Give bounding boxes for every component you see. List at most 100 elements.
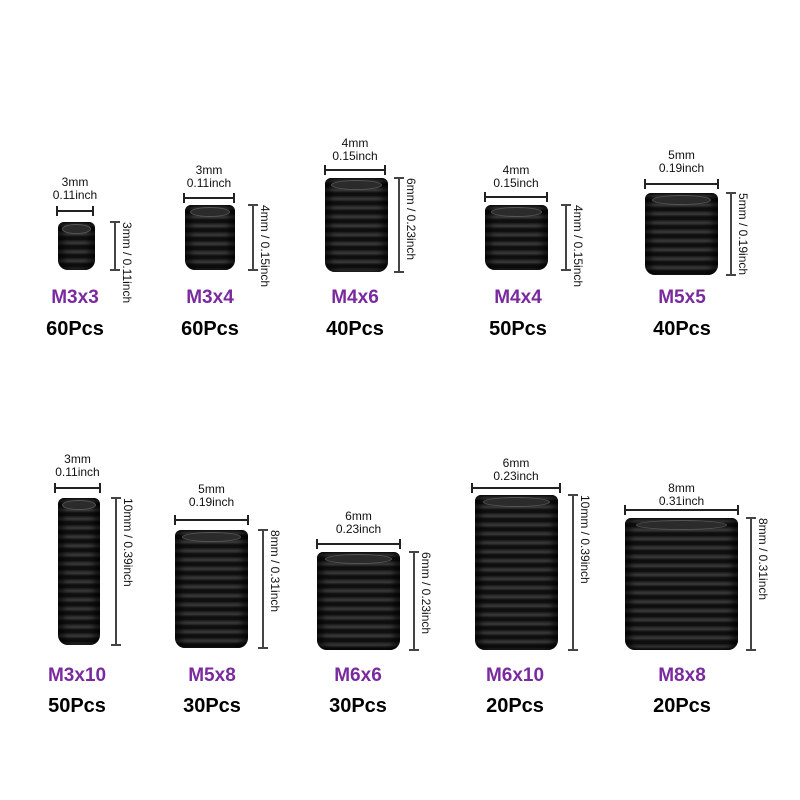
width-inch: 0.19inch: [658, 161, 705, 175]
piece-count: 20Pcs: [486, 695, 544, 717]
hex-socket-icon: [491, 207, 542, 217]
length-label: 6mm / 0.23inch: [419, 552, 433, 635]
piece-count: 30Pcs: [183, 695, 241, 717]
width-label: 3mm 0.11inch: [25, 176, 125, 202]
set-screw-image: [325, 178, 388, 272]
size-name: M3x4: [186, 287, 234, 308]
width-dimension-line: [624, 505, 739, 515]
set-screw-image: [475, 495, 558, 650]
width-dimension-line: [183, 193, 235, 203]
size-name: M6x6: [334, 665, 382, 686]
width-inch: 0.31inch: [658, 494, 705, 508]
width-mm: 6mm: [502, 456, 530, 470]
width-inch: 0.11inch: [55, 465, 100, 479]
length-dimension-line: [726, 192, 736, 276]
length-dimension-line: [394, 177, 404, 273]
hex-socket-icon: [190, 207, 230, 217]
hex-socket-icon: [331, 180, 382, 190]
hex-socket-icon: [61, 224, 92, 234]
set-screw-image: [175, 530, 248, 648]
width-mm: 3mm: [61, 175, 89, 189]
width-inch: 0.23inch: [335, 522, 382, 536]
size-name: M4x6: [331, 287, 379, 308]
width-dimension-line: [56, 206, 94, 216]
size-name: M8x8: [658, 665, 706, 686]
hex-socket-icon: [182, 532, 241, 542]
set-screw-image: [58, 498, 100, 645]
length-label: 8mm / 0.31inch: [268, 530, 282, 613]
width-mm: 5mm: [198, 482, 225, 496]
set-screw-image: [317, 552, 400, 650]
width-dimension-line: [644, 179, 719, 189]
length-label: 10mm / 0.39inch: [578, 495, 592, 584]
width-dimension-line: [174, 515, 249, 525]
length-label: 10mm / 0.39inch: [121, 498, 135, 587]
hex-socket-icon: [636, 520, 727, 530]
length-dimension-line: [409, 551, 419, 651]
size-name: M3x10: [47, 665, 107, 686]
piece-count: 20Pcs: [653, 695, 711, 717]
width-label: 4mm 0.15inch: [305, 137, 405, 163]
length-dimension-line: [568, 494, 578, 651]
width-dimension-line: [316, 539, 401, 549]
width-inch: 0.15inch: [332, 149, 378, 163]
width-label: 5mm 0.19inch: [632, 149, 732, 175]
width-mm: 3mm: [195, 163, 223, 177]
width-inch: 0.15inch: [493, 176, 539, 190]
width-dimension-line: [484, 192, 548, 202]
width-dimension-line: [324, 165, 386, 175]
width-mm: 6mm: [345, 509, 372, 523]
piece-count: 40Pcs: [653, 318, 711, 340]
width-inch: 0.11inch: [186, 176, 232, 190]
set-screw-image: [185, 205, 235, 270]
width-label: 6mm 0.23inch: [466, 457, 566, 483]
set-screw-image: [485, 205, 548, 270]
width-mm: 3mm: [64, 452, 91, 466]
length-dimension-line: [746, 517, 756, 651]
width-inch: 0.19inch: [188, 495, 235, 509]
width-label: 8mm 0.31inch: [632, 482, 732, 508]
width-label: 4mm 0.15inch: [466, 164, 566, 190]
piece-count: 50Pcs: [489, 318, 547, 340]
size-name: M4x4: [494, 287, 542, 308]
length-label: 5mm / 0.19inch: [736, 193, 750, 276]
length-label: 6mm / 0.23inch: [404, 178, 418, 261]
size-name: M5x5: [658, 287, 706, 308]
length-label: 4mm / 0.15inch: [258, 205, 272, 288]
width-dimension-line: [471, 483, 561, 493]
width-dimension-line: [54, 483, 101, 493]
width-mm: 5mm: [668, 148, 695, 162]
size-name: M6x10: [485, 665, 545, 686]
width-inch: 0.23inch: [493, 469, 539, 483]
length-dimension-line: [110, 221, 120, 271]
piece-count: 60Pcs: [181, 318, 239, 340]
width-label: 3mm 0.11inch: [28, 453, 128, 479]
width-label: 3mm 0.11inch: [159, 164, 259, 190]
length-label: 4mm / 0.15inch: [571, 205, 585, 288]
set-screw-image: [625, 518, 738, 650]
width-mm: 8mm: [668, 481, 695, 495]
width-mm: 4mm: [502, 163, 530, 177]
piece-count: 50Pcs: [48, 695, 106, 717]
hex-socket-icon: [652, 195, 711, 205]
set-screw-image: [58, 222, 95, 270]
width-label: 6mm 0.23inch: [309, 510, 409, 536]
hex-socket-icon: [325, 554, 392, 564]
length-dimension-line: [248, 204, 258, 271]
length-label: 8mm / 0.31inch: [756, 518, 770, 601]
width-inch: 0.11inch: [52, 188, 98, 202]
length-dimension-line: [561, 204, 571, 271]
piece-count: 60Pcs: [46, 318, 104, 340]
hex-socket-icon: [483, 497, 550, 507]
hex-socket-icon: [62, 500, 96, 510]
width-label: 5mm 0.19inch: [162, 483, 262, 509]
size-name: M3x3: [51, 287, 99, 308]
width-mm: 4mm: [341, 136, 369, 150]
length-dimension-line: [111, 497, 121, 646]
piece-count: 30Pcs: [329, 695, 387, 717]
length-dimension-line: [258, 529, 268, 649]
piece-count: 40Pcs: [326, 318, 384, 340]
set-screw-image: [645, 193, 718, 275]
size-name: M5x8: [188, 665, 236, 686]
